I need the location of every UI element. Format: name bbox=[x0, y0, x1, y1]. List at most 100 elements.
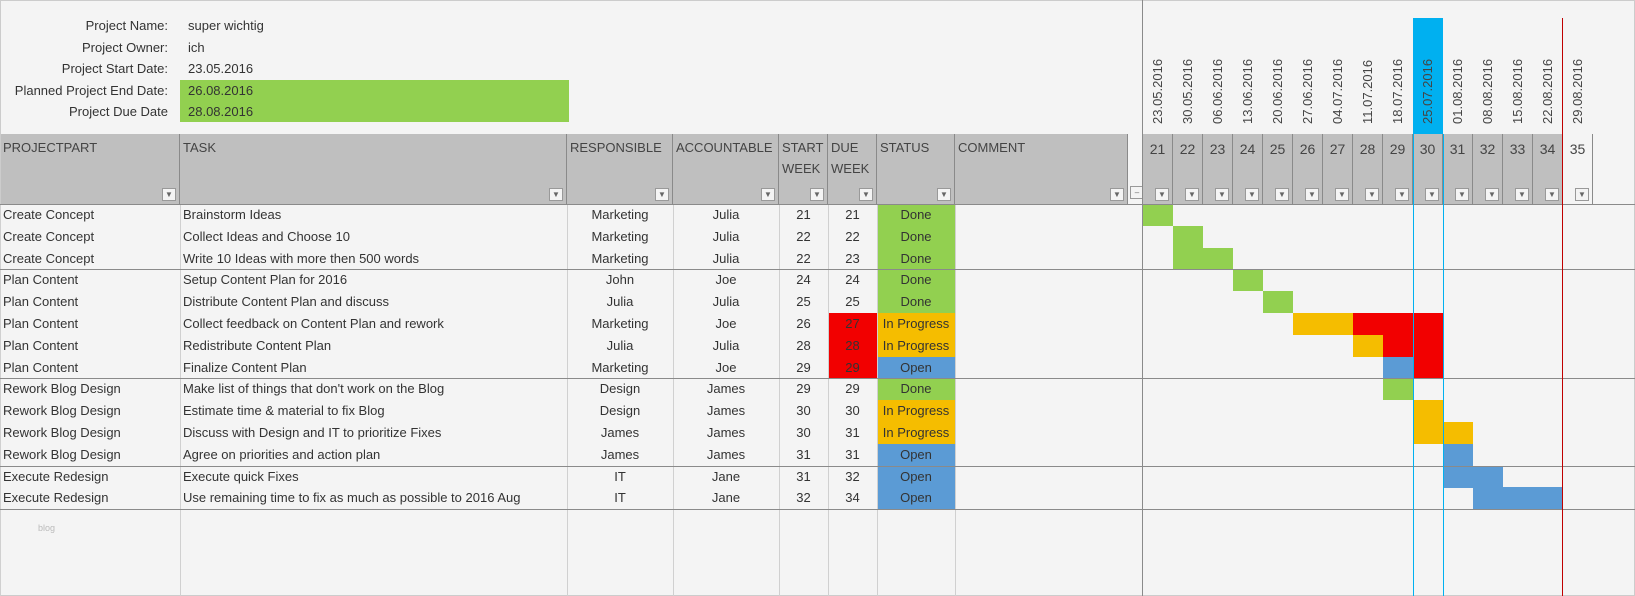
filter-dropdown-icon[interactable]: ▼ bbox=[1155, 188, 1169, 201]
filter-dropdown-icon[interactable]: ▼ bbox=[1305, 188, 1319, 201]
table-row[interactable]: Plan Content Setup Content Plan for 2016 J… bbox=[0, 269, 1635, 292]
filter-dropdown-icon[interactable]: ▼ bbox=[810, 188, 824, 201]
week-header[interactable]: 32 ▼ bbox=[1473, 134, 1503, 204]
table-row[interactable]: Rework Blog Design Discuss with Design an… bbox=[0, 422, 1635, 444]
info-value[interactable]: 26.08.2016 bbox=[180, 79, 569, 101]
gantt-bar-cell bbox=[1293, 313, 1323, 335]
comment-cell[interactable] bbox=[955, 487, 1128, 509]
week-header[interactable]: 22 ▼ bbox=[1173, 134, 1203, 204]
table-row[interactable]: Create Concept Write 10 Ideas with more t… bbox=[0, 247, 1635, 270]
task-cell: Make list of things that don't work on t… bbox=[183, 381, 445, 397]
comment-cell[interactable] bbox=[955, 400, 1128, 422]
week-header[interactable]: 29 ▼ bbox=[1383, 134, 1413, 204]
week-header[interactable]: 31 ▼ bbox=[1443, 134, 1473, 204]
filter-dropdown-icon[interactable]: ▼ bbox=[549, 188, 563, 201]
filter-dropdown-icon[interactable]: ▼ bbox=[1455, 188, 1469, 201]
column-header[interactable]: START WEEK ▼ bbox=[779, 134, 828, 204]
filter-dropdown-icon[interactable]: ▼ bbox=[162, 188, 176, 201]
column-header[interactable]: TASK ▼ bbox=[180, 134, 567, 204]
info-value[interactable]: ich bbox=[188, 39, 205, 55]
accountable-cell: James bbox=[706, 381, 746, 397]
responsible-cell: Julia bbox=[606, 294, 634, 310]
week-header[interactable]: 23 ▼ bbox=[1203, 134, 1233, 204]
filter-dropdown-icon[interactable]: ▼ bbox=[1575, 188, 1589, 201]
comment-cell[interactable] bbox=[955, 378, 1128, 400]
week-number: 31 bbox=[1449, 141, 1466, 157]
comment-cell[interactable] bbox=[955, 357, 1128, 379]
filter-dropdown-icon[interactable]: ▼ bbox=[1275, 188, 1289, 201]
filter-dropdown-icon[interactable]: ▼ bbox=[1395, 188, 1409, 201]
info-label: Project Name: bbox=[85, 18, 168, 33]
projectpart-cell: Create Concept bbox=[3, 228, 95, 244]
info-value[interactable]: 23.05.2016 bbox=[188, 61, 254, 76]
table-row[interactable]: Plan Content Collect feedback on Content … bbox=[0, 313, 1635, 335]
comment-cell[interactable] bbox=[955, 269, 1128, 291]
column-header[interactable]: ACCOUNTABLE ▼ bbox=[673, 134, 779, 204]
table-row[interactable]: Plan Content Redistribute Content Plan Jul… bbox=[0, 334, 1635, 357]
due-week-cell: 22 bbox=[845, 228, 860, 244]
table-row[interactable]: Execute Redesign Use remaining time to fi… bbox=[0, 487, 1635, 510]
comment-cell[interactable] bbox=[955, 204, 1128, 226]
status-cell: Open bbox=[877, 487, 955, 510]
gantt-bar-cell bbox=[1413, 400, 1443, 423]
comment-cell[interactable] bbox=[955, 313, 1128, 335]
comment-cell[interactable] bbox=[955, 335, 1128, 357]
info-value[interactable]: super wichtig bbox=[188, 18, 264, 33]
filter-dropdown-icon[interactable]: ▼ bbox=[1485, 188, 1499, 201]
table-row[interactable]: Create Concept Brainstorm Ideas Marketing J… bbox=[0, 204, 1635, 226]
filter-dropdown-icon[interactable]: ▼ bbox=[655, 188, 669, 201]
table-row[interactable]: Execute Redesign Execute quick Fixes IT Jan… bbox=[0, 465, 1635, 488]
table-row[interactable]: Create Concept Collect Ideas and Choose 1… bbox=[0, 225, 1635, 248]
start-week-cell: 29 bbox=[796, 359, 811, 375]
week-header[interactable]: 21 ▼ bbox=[1143, 134, 1173, 204]
filter-dropdown-icon[interactable]: ▼ bbox=[1215, 188, 1229, 201]
status-cell: Done bbox=[877, 204, 955, 226]
comment-cell[interactable] bbox=[955, 444, 1128, 466]
week-header[interactable]: 30 ▼ bbox=[1413, 134, 1443, 204]
table-row[interactable]: Rework Blog Design Make list of things th… bbox=[0, 378, 1635, 401]
column-header[interactable]: PROJECTPART ▼ bbox=[0, 134, 180, 204]
filter-dropdown-icon[interactable]: ▼ bbox=[1365, 188, 1379, 201]
table-row[interactable]: Rework Blog Design Estimate time & materi… bbox=[0, 400, 1635, 423]
week-header[interactable]: 26 ▼ bbox=[1293, 134, 1323, 204]
table-row[interactable]: Plan Content Distribute Content Plan and … bbox=[0, 291, 1635, 314]
week-header[interactable]: 34 ▼ bbox=[1533, 134, 1563, 204]
filter-dropdown-icon[interactable]: ▼ bbox=[1515, 188, 1529, 201]
week-number: 25 bbox=[1269, 141, 1286, 157]
table-row[interactable]: Rework Blog Design Agree on priorities an… bbox=[0, 443, 1635, 466]
filter-dropdown-icon[interactable]: ▼ bbox=[1335, 188, 1349, 201]
filter-dropdown-icon[interactable]: ▼ bbox=[1425, 188, 1439, 201]
comment-cell[interactable] bbox=[955, 248, 1128, 270]
week-date-label: 23.05.2016 bbox=[1150, 58, 1165, 124]
column-header[interactable]: STATUS ▼ bbox=[877, 134, 955, 204]
task-cell: Collect Ideas and Choose 10 bbox=[183, 228, 350, 244]
filter-dropdown-icon[interactable]: ▼ bbox=[1245, 188, 1259, 201]
info-value[interactable]: 28.08.2016 bbox=[180, 101, 569, 122]
task-cell: Setup Content Plan for 2016 bbox=[183, 272, 348, 288]
column-header[interactable]: DUE WEEK ▼ bbox=[828, 134, 877, 204]
table-row[interactable]: Plan Content Finalize Content Plan Marketi… bbox=[0, 356, 1635, 379]
week-header[interactable]: 33 ▼ bbox=[1503, 134, 1533, 204]
comment-cell[interactable] bbox=[955, 466, 1128, 488]
filter-dropdown-icon[interactable]: ▼ bbox=[1185, 188, 1199, 201]
comment-cell[interactable] bbox=[955, 422, 1128, 444]
week-header[interactable]: 28 ▼ bbox=[1353, 134, 1383, 204]
due-week-cell: 29 bbox=[828, 356, 877, 379]
column-header[interactable]: RESPONSIBLE ▼ bbox=[567, 134, 673, 204]
week-header[interactable]: 27 ▼ bbox=[1323, 134, 1353, 204]
due-week-cell: 31 bbox=[845, 425, 860, 440]
filter-dropdown-icon[interactable]: ▼ bbox=[859, 188, 873, 201]
week-header[interactable]: 24 ▼ bbox=[1233, 134, 1263, 204]
filter-dropdown-icon[interactable]: ▼ bbox=[1110, 188, 1124, 201]
column-header[interactable]: COMMENT ▼ bbox=[955, 134, 1128, 204]
filter-dropdown-icon[interactable]: ▼ bbox=[761, 188, 775, 201]
week-header[interactable]: 35 ▼ bbox=[1563, 134, 1593, 204]
projectpart-cell: Rework Blog Design bbox=[3, 446, 121, 462]
filter-dropdown-icon[interactable]: ▼ bbox=[937, 188, 951, 201]
comment-cell[interactable] bbox=[955, 291, 1128, 313]
week-date: 11.07.2016 bbox=[1353, 20, 1383, 134]
comment-cell[interactable] bbox=[955, 226, 1128, 248]
filter-dropdown-icon[interactable]: ▼ bbox=[1545, 188, 1559, 201]
projectpart-cell: Rework Blog Design bbox=[3, 381, 121, 397]
week-header[interactable]: 25 ▼ bbox=[1263, 134, 1293, 204]
